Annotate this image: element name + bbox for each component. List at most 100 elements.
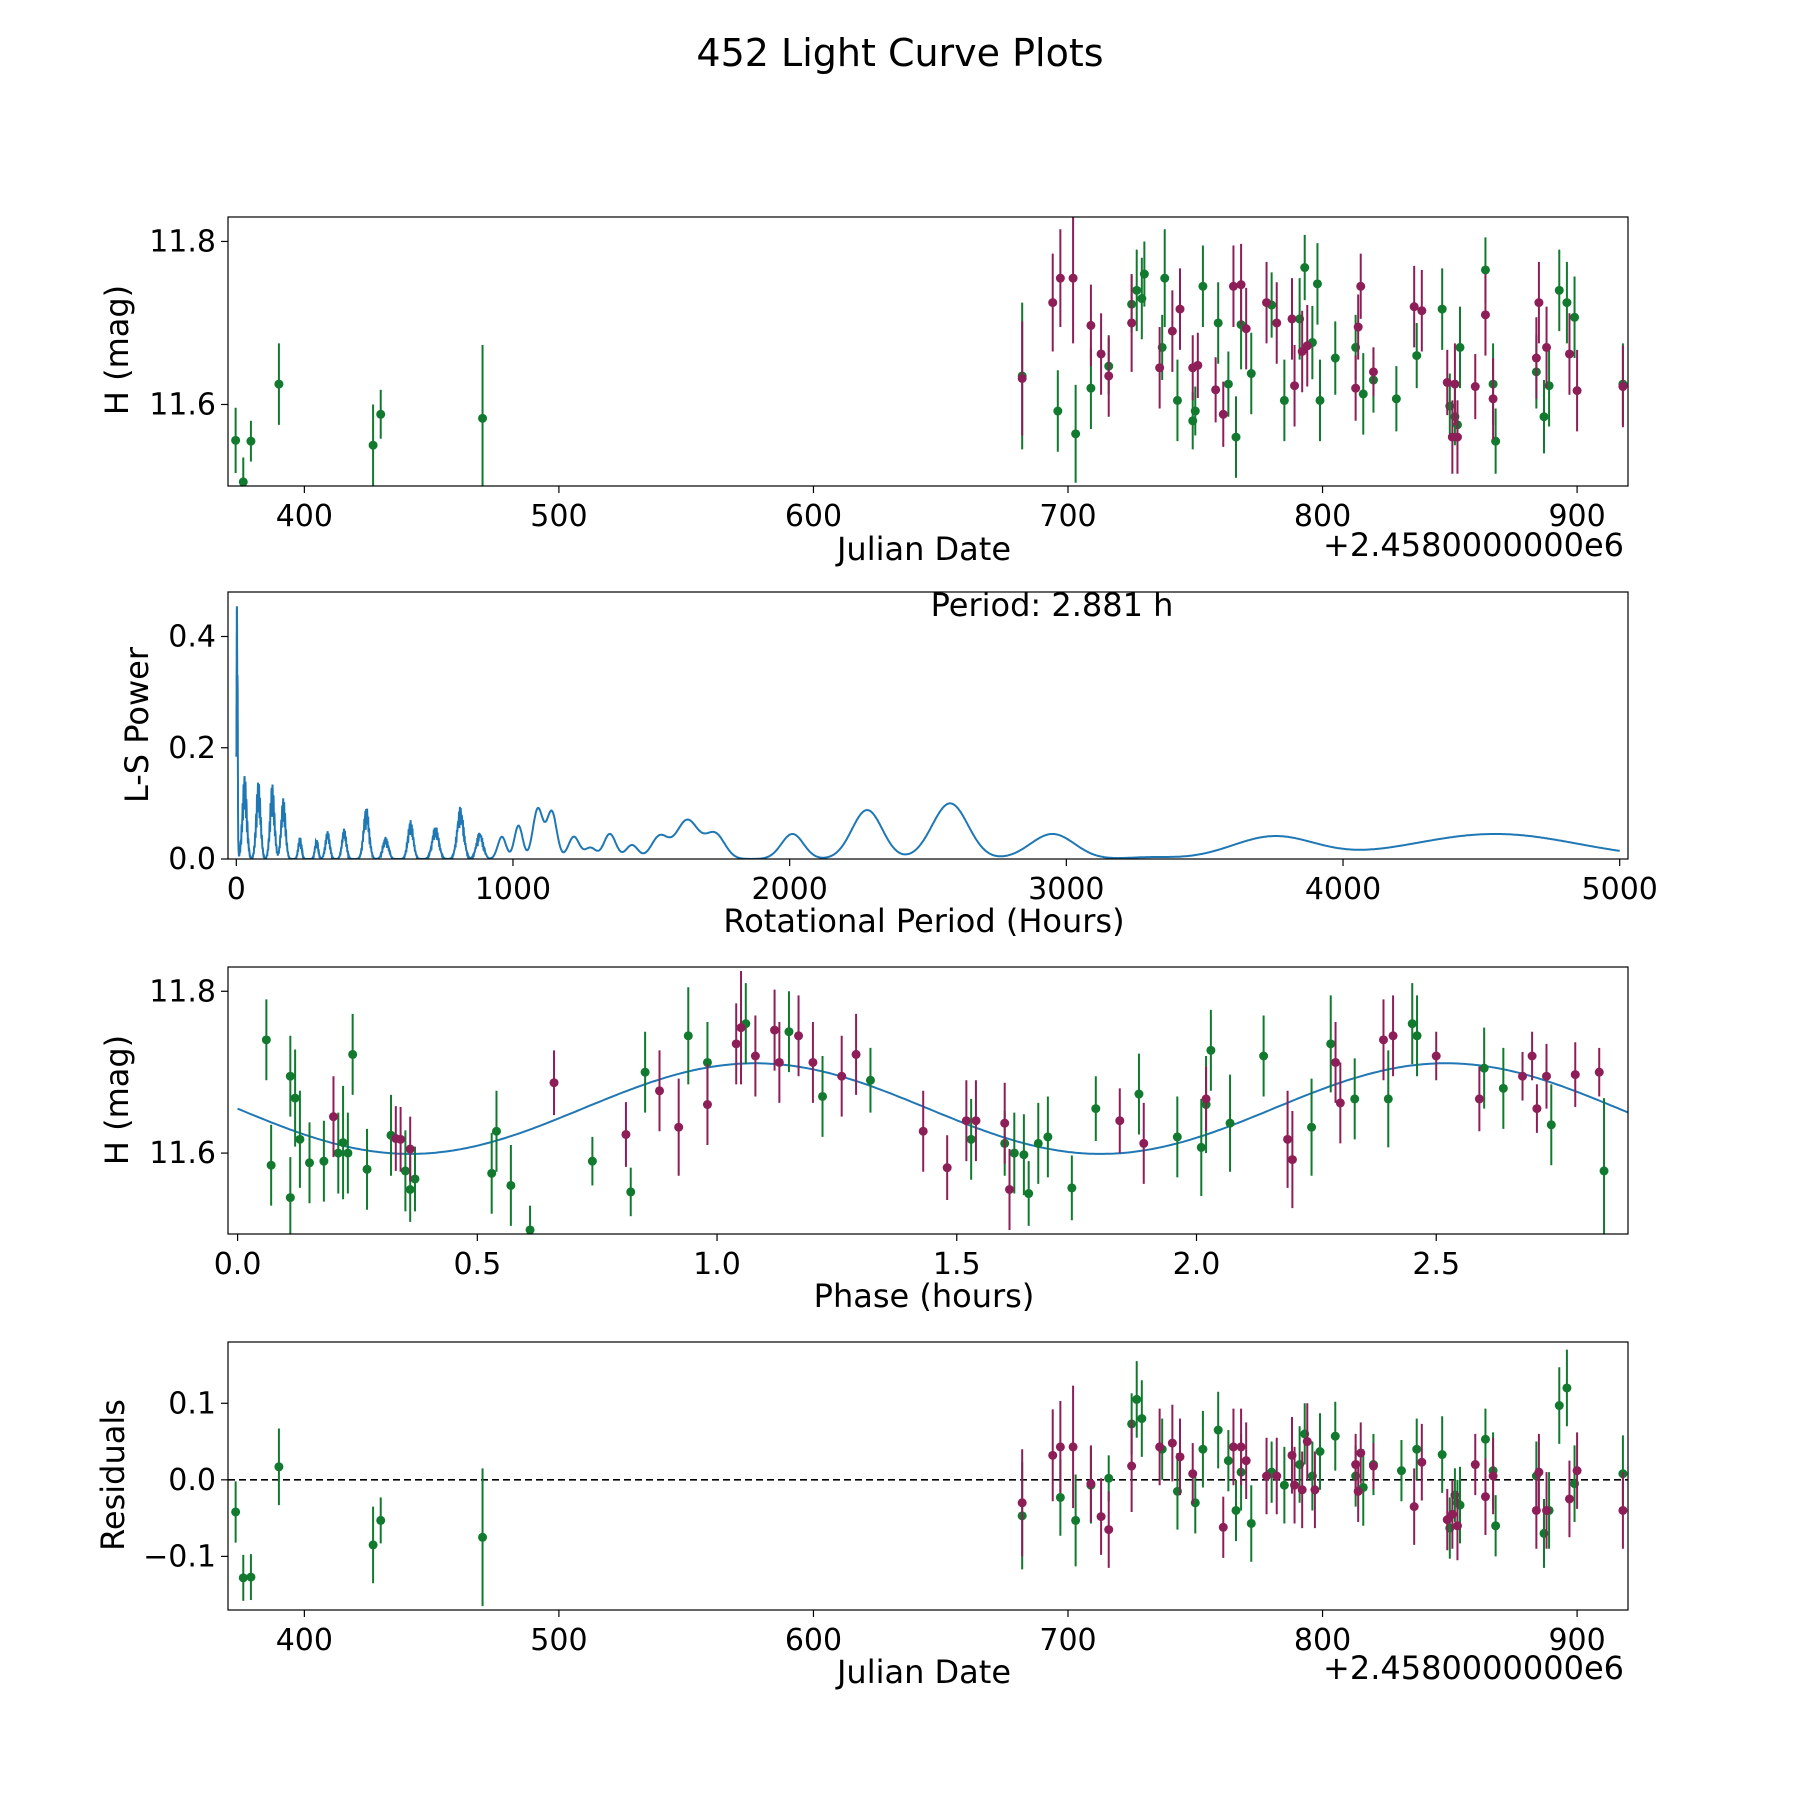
data-point bbox=[368, 440, 378, 450]
data-point bbox=[1033, 1138, 1043, 1148]
data-point bbox=[1412, 1444, 1422, 1454]
data-point bbox=[1409, 302, 1419, 312]
data-point bbox=[285, 1193, 295, 1203]
data-point bbox=[478, 413, 488, 423]
data-point bbox=[1190, 406, 1200, 416]
x-tick-label: 500 bbox=[530, 499, 587, 534]
x-tick-label: 0.5 bbox=[453, 1247, 501, 1282]
data-point bbox=[368, 1540, 378, 1550]
data-point bbox=[1068, 1442, 1078, 1452]
data-point bbox=[1437, 1450, 1447, 1460]
data-point bbox=[1396, 1466, 1406, 1476]
data-point bbox=[1167, 1438, 1177, 1448]
periodogram-panel: 0 1000 2000 3000 4000 5000 0.0 0.2 0.4 bbox=[168, 591, 1658, 907]
data-point bbox=[961, 1116, 971, 1126]
data-point bbox=[1368, 1461, 1378, 1471]
data-point bbox=[1450, 379, 1460, 389]
data-point bbox=[1068, 273, 1078, 283]
x-tick-label: 400 bbox=[276, 499, 333, 534]
data-point bbox=[1480, 1434, 1490, 1444]
data-point bbox=[1262, 1471, 1272, 1481]
data-point bbox=[1351, 383, 1361, 393]
data-point bbox=[1618, 1505, 1628, 1515]
data-point bbox=[1452, 1521, 1462, 1531]
data-point bbox=[1005, 1185, 1015, 1194]
data-point bbox=[1053, 406, 1063, 416]
x-tick-label: 700 bbox=[1039, 499, 1096, 534]
data-point bbox=[918, 1126, 928, 1136]
data-point bbox=[295, 1134, 305, 1144]
data-point bbox=[1086, 320, 1096, 330]
data-point bbox=[274, 1462, 284, 1472]
data-point bbox=[971, 1116, 981, 1126]
data-point bbox=[1137, 1414, 1147, 1424]
data-point bbox=[837, 1071, 847, 1081]
data-point bbox=[750, 1051, 760, 1061]
data-point bbox=[794, 1031, 804, 1041]
data-point bbox=[621, 1129, 631, 1139]
data-point bbox=[1358, 389, 1368, 399]
data-point bbox=[1211, 385, 1221, 395]
data-point bbox=[1055, 1442, 1065, 1452]
magenta-series bbox=[1017, 217, 1628, 474]
light-curve-xlabel: Julian Date bbox=[835, 530, 1011, 568]
data-point bbox=[1198, 281, 1208, 291]
data-point bbox=[549, 1078, 559, 1088]
data-point bbox=[1534, 1467, 1544, 1477]
data-point bbox=[1071, 1515, 1081, 1525]
data-point bbox=[1279, 1480, 1289, 1490]
light-curve-panel: 400 500 600 700 800 900 11.6 11.8 bbox=[149, 216, 1629, 534]
phase-folded-panel: 0.0 0.5 1.0 1.5 2.0 2.5 11.6 11.8 bbox=[149, 966, 1629, 1282]
data-point bbox=[1297, 1485, 1307, 1495]
data-point bbox=[1326, 1039, 1336, 1049]
data-point bbox=[376, 1515, 386, 1525]
data-point bbox=[674, 1122, 684, 1132]
data-point bbox=[1132, 1394, 1142, 1404]
data-point bbox=[1417, 306, 1427, 316]
data-point bbox=[1541, 1071, 1551, 1081]
data-point bbox=[1213, 1425, 1223, 1435]
y-tick-label: 11.8 bbox=[149, 224, 216, 259]
x-tick-label: 0 bbox=[227, 872, 246, 907]
data-point bbox=[1546, 1120, 1556, 1130]
data-point bbox=[1310, 1485, 1320, 1495]
data-point bbox=[1262, 298, 1272, 308]
data-point bbox=[1302, 1437, 1312, 1447]
data-point bbox=[525, 1225, 535, 1234]
data-point bbox=[319, 1156, 329, 1166]
data-point bbox=[1417, 1457, 1427, 1467]
data-point bbox=[305, 1158, 315, 1168]
data-point bbox=[1391, 394, 1401, 404]
data-point bbox=[1470, 382, 1480, 392]
data-point bbox=[587, 1156, 597, 1166]
data-point bbox=[1017, 373, 1027, 383]
data-point bbox=[683, 1031, 693, 1041]
data-point bbox=[1409, 1502, 1419, 1512]
y-tick-label: 0.0 bbox=[168, 842, 216, 877]
x-tick-label: 700 bbox=[1039, 1623, 1096, 1658]
data-point bbox=[1231, 1505, 1241, 1515]
data-point bbox=[1356, 281, 1366, 291]
data-point bbox=[362, 1164, 372, 1174]
data-point bbox=[238, 477, 248, 486]
data-point bbox=[1531, 353, 1541, 363]
data-point bbox=[1539, 412, 1549, 422]
data-point bbox=[1388, 1031, 1398, 1041]
x-tick-label: 2.5 bbox=[1412, 1247, 1460, 1282]
data-point bbox=[1312, 279, 1322, 289]
data-point bbox=[1048, 298, 1058, 308]
data-point bbox=[1455, 342, 1465, 352]
phase-folded-xlabel: Phase (hours) bbox=[814, 1277, 1035, 1315]
periodogram-plot-area bbox=[235, 606, 1620, 859]
data-point bbox=[1562, 298, 1572, 308]
data-point bbox=[1259, 1051, 1269, 1061]
data-point bbox=[1132, 285, 1142, 295]
residuals-offset: +2.4580000000e6 bbox=[1323, 1649, 1624, 1687]
data-point bbox=[1431, 1051, 1441, 1061]
data-point bbox=[1225, 1118, 1235, 1128]
data-point bbox=[1330, 1431, 1340, 1441]
data-point bbox=[1331, 1057, 1341, 1067]
data-point bbox=[1048, 1450, 1058, 1460]
data-point bbox=[1315, 1446, 1325, 1456]
data-point bbox=[1236, 280, 1246, 290]
